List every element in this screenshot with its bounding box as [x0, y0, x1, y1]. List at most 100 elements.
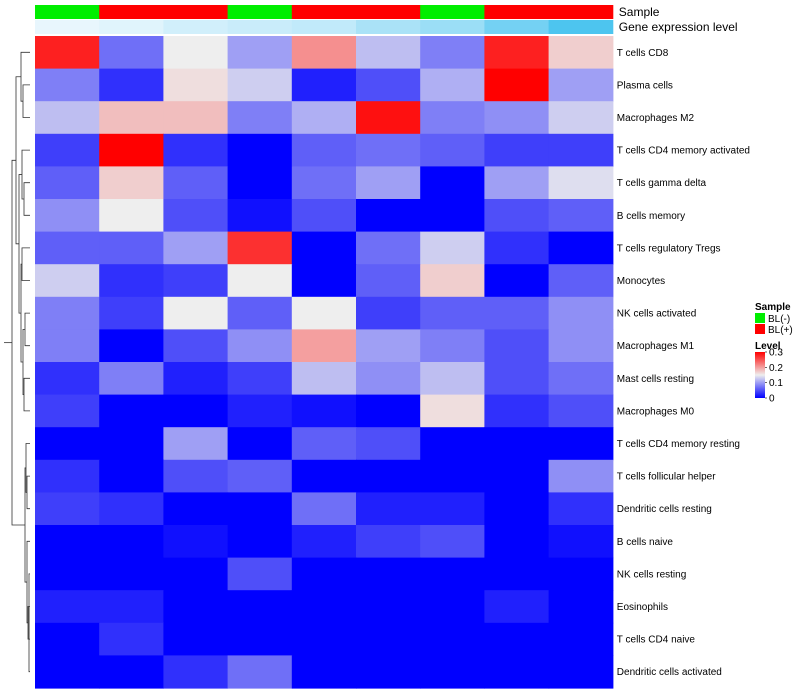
heatmap-cell [548, 427, 614, 461]
heatmap-cell [291, 622, 357, 656]
row-label-nk-cells-activated: NK cells activated [617, 309, 696, 320]
heatmap-cell [420, 459, 485, 493]
heatmap-cell [484, 362, 550, 396]
heatmap-cell [291, 459, 357, 493]
heatmap-cell [99, 231, 164, 265]
heatmap-cell [99, 36, 164, 70]
heatmap-cell [291, 525, 357, 559]
heatmap-cell [227, 525, 293, 559]
dendrogram-branch [20, 51, 30, 102]
level-tick-label: 0.3 [769, 348, 783, 359]
heatmap-cell [163, 199, 229, 233]
annotation-label-gene-expression-level: Gene expression level [619, 20, 738, 34]
row-labels: T cells CD8 Plasma cells Macrophages M2 T c… [617, 48, 750, 678]
heatmap-cell [548, 590, 614, 624]
expression-annotation-cell [356, 20, 421, 34]
heatmap-cell [548, 199, 614, 233]
heatmap-cell [35, 525, 100, 559]
heatmap-cell [227, 590, 293, 624]
heatmap-cell [548, 492, 614, 526]
expression-annotation-cell [35, 20, 100, 34]
heatmap-cell [291, 36, 357, 70]
expression-annotation-cell [420, 20, 485, 34]
row-label-nk-cells-resting: NK cells resting [617, 569, 686, 580]
heatmap-cell [548, 264, 614, 298]
heatmap-cell [420, 427, 485, 461]
sample-annotation-cell [35, 5, 100, 19]
heatmap-cell [35, 394, 100, 428]
heatmap-cell [163, 525, 229, 559]
heatmap-cell [356, 199, 421, 233]
heatmap-cell [484, 329, 550, 363]
heatmap-cell [291, 394, 357, 428]
legend-swatch-bl [755, 313, 765, 323]
legend-swatch-bl [755, 324, 765, 334]
heatmap-cell [484, 133, 550, 167]
heatmap-cell [484, 166, 550, 200]
heatmap-cell [99, 590, 164, 624]
heatmap-cell [548, 36, 614, 70]
heatmap-cell [163, 394, 229, 428]
heatmap-cell [163, 492, 229, 526]
heatmap-cell [35, 459, 100, 493]
row-label-dendritic-cells-resting: Dendritic cells resting [617, 504, 712, 515]
heatmap-cell [227, 394, 293, 428]
heatmap-cell [35, 296, 100, 330]
sample-annotation-cell [356, 5, 421, 19]
heatmap-cell [227, 427, 293, 461]
heatmap-cell [163, 264, 229, 298]
heatmap-cell [35, 264, 100, 298]
heatmap-cell [99, 394, 164, 428]
row-label-t-cells-cd8: T cells CD8 [617, 48, 669, 59]
heatmap-cell [484, 557, 550, 591]
heatmap-cell [420, 166, 485, 200]
heatmap-cell [99, 199, 164, 233]
heatmap-cell [99, 557, 164, 591]
heatmap-cell [227, 133, 293, 167]
dendrogram-branch [21, 149, 30, 200]
row-label-t-cells-cd4-naive: T cells CD4 naive [617, 635, 696, 646]
heatmap-cell [99, 622, 164, 656]
heatmap-cell [484, 525, 550, 559]
row-label-b-cells-naive: B cells naive [617, 537, 674, 548]
heatmap-cell [356, 166, 421, 200]
heatmap-cell [484, 427, 550, 461]
heatmap-cell [484, 296, 550, 330]
heatmap-cell [356, 264, 421, 298]
heatmap-cell [484, 231, 550, 265]
heatmap-cell [484, 101, 550, 135]
row-label-macrophages-m1: Macrophages M1 [617, 341, 695, 352]
heatmap-cell [356, 231, 421, 265]
heatmap-cell [548, 557, 614, 591]
heatmap-cell [548, 622, 614, 656]
heatmap-cell [484, 459, 550, 493]
dendrogram-branch [23, 377, 30, 412]
legend-label-bl: BL(-) [768, 314, 790, 325]
heatmap-cell [548, 133, 614, 167]
heatmap-cell [420, 296, 485, 330]
expression-annotation-cell [227, 20, 293, 34]
heatmap-cell [420, 622, 485, 656]
heatmap-cell [163, 622, 229, 656]
sample-annotation-cell [99, 5, 164, 19]
heatmap-cell [35, 655, 100, 689]
row-label-monocytes: Monocytes [617, 276, 665, 287]
heatmap-cell [163, 166, 229, 200]
heatmap-cell [99, 329, 164, 363]
heatmap-cell [291, 199, 357, 233]
heatmap-cell [420, 525, 485, 559]
legend-level-title: Level [755, 341, 781, 352]
heatmap-cell [548, 459, 614, 493]
heatmap-cell [291, 264, 357, 298]
heatmap-cell [99, 133, 164, 167]
heatmap-cell [99, 492, 164, 526]
heatmap-cell [99, 264, 164, 298]
dendrogram-branch [26, 475, 30, 510]
heatmap-cell [227, 329, 293, 363]
heatmap-cell [163, 296, 229, 330]
heatmap-cell [227, 362, 293, 396]
heatmap-cell [484, 264, 550, 298]
expression-annotation-cell [484, 20, 550, 34]
heatmap-cell [99, 296, 164, 330]
row-label-plasma-cells: Plasma cells [617, 80, 673, 91]
